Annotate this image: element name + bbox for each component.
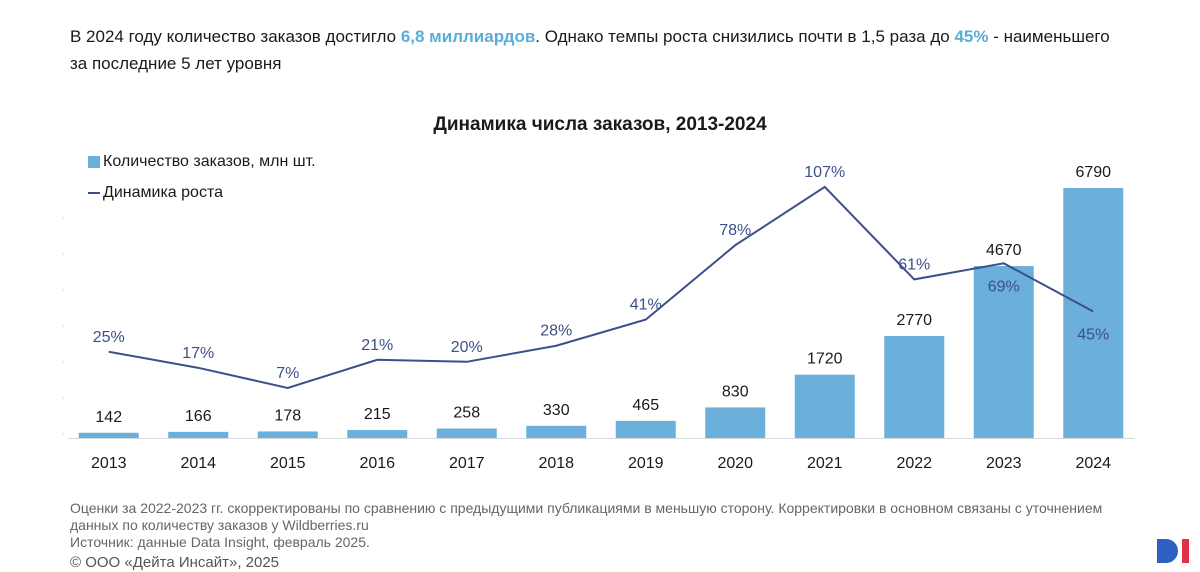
bar-value-label: 465 (632, 397, 659, 414)
legend-item-growth: Динамика роста (88, 177, 316, 208)
growth-line (108, 185, 1094, 389)
bar-value-label: 178 (274, 407, 301, 424)
bar-2021 (794, 374, 855, 438)
note-correction: Оценки за 2022-2023 гг. скорректированы … (70, 500, 1103, 533)
headline-text-1: В 2024 году количество заказов достигло (70, 27, 401, 46)
x-tick-label: 2015 (270, 455, 306, 472)
headline-highlight-orders: 6,8 миллиардов (400, 27, 536, 46)
headline: В 2024 году количество заказов достигло … (70, 23, 1130, 77)
chart-legend: Количество заказов, млн шт. Динамика рос… (88, 146, 316, 208)
bar-value-label: 330 (543, 402, 570, 419)
growth-value-label: 21% (361, 337, 393, 354)
bar-value-label: 4670 (986, 242, 1022, 259)
x-tick-label: 2020 (717, 455, 753, 472)
x-tick-label: 2016 (359, 455, 395, 472)
growth-value-label: 17% (182, 345, 214, 362)
growth-value-label: 69% (988, 278, 1020, 295)
x-tick-label: 2022 (896, 455, 932, 472)
growth-value-label: 107% (804, 164, 845, 181)
bar-2017 (436, 428, 497, 438)
legend-bar-swatch (88, 155, 100, 168)
growth-value-label: 25% (93, 329, 125, 346)
x-tick-label: 2018 (538, 455, 574, 472)
bar-value-label: 1720 (807, 351, 843, 368)
x-tick-label: 2019 (628, 455, 664, 472)
copyright: © ООО «Дейта Инсайт», 2025 (70, 554, 280, 571)
growth-value-label: 28% (540, 323, 572, 340)
bar-2013 (78, 432, 139, 438)
logo-d-shape (1157, 539, 1178, 563)
bar-value-label: 6790 (1075, 164, 1111, 181)
note-source: Источник: данные Data Insight, февраль 2… (70, 534, 370, 550)
bar-value-label: 166 (185, 408, 212, 425)
x-tick-label: 2017 (449, 455, 485, 472)
growth-value-label: 61% (898, 256, 930, 273)
bar-2016 (347, 430, 408, 438)
headline-highlight-growth: 45% (954, 27, 989, 46)
bar-2020 (705, 407, 766, 438)
orders-chart: 142 2013 166 2014 178 2015 215 2016 258 2017 330 20… (62, 164, 1134, 472)
growth-value-label: 41% (630, 297, 662, 314)
chart-notes: Оценки за 2022-2023 гг. скорректированы … (70, 500, 1140, 551)
x-tick-label: 2014 (180, 455, 216, 472)
bar-value-label: 142 (95, 409, 122, 426)
bar-2014 (168, 431, 229, 438)
bar-2015 (257, 431, 318, 438)
legend-label-orders: Количество заказов, млн шт. (103, 152, 316, 170)
bar-value-label: 258 (453, 405, 480, 422)
bar-value-label: 215 (364, 406, 391, 423)
x-tick-label: 2013 (91, 455, 127, 472)
bar-value-label: 830 (722, 383, 749, 400)
growth-value-label: 45% (1077, 327, 1109, 344)
growth-value-label: 7% (276, 365, 299, 382)
legend-line-swatch (88, 191, 100, 194)
growth-value-label: 78% (719, 222, 751, 239)
chart-title: Динамика числа заказов, 2013-2024 (433, 114, 767, 135)
x-tick-label: 2021 (807, 455, 843, 472)
legend-item-orders: Количество заказов, млн шт. (88, 146, 316, 177)
bar-2023 (973, 266, 1034, 438)
legend-label-growth: Динамика роста (103, 183, 223, 201)
headline-text-3: - наименьшего за последние 5 лет уровня (70, 27, 1110, 73)
bar-2019 (615, 420, 676, 438)
growth-value-label: 20% (451, 339, 483, 356)
x-tick-label: 2024 (1075, 455, 1111, 472)
logo-i-shape (1182, 539, 1189, 563)
x-tick-label: 2023 (986, 455, 1022, 472)
bar-2024 (1063, 188, 1124, 438)
headline-text-2: . Однако темпы роста снизились почти в 1… (535, 27, 955, 46)
bar-value-label: 2770 (896, 312, 932, 329)
bar-2018 (526, 425, 587, 438)
bar-2022 (884, 336, 945, 438)
data-insight-logo-icon (1157, 539, 1189, 563)
